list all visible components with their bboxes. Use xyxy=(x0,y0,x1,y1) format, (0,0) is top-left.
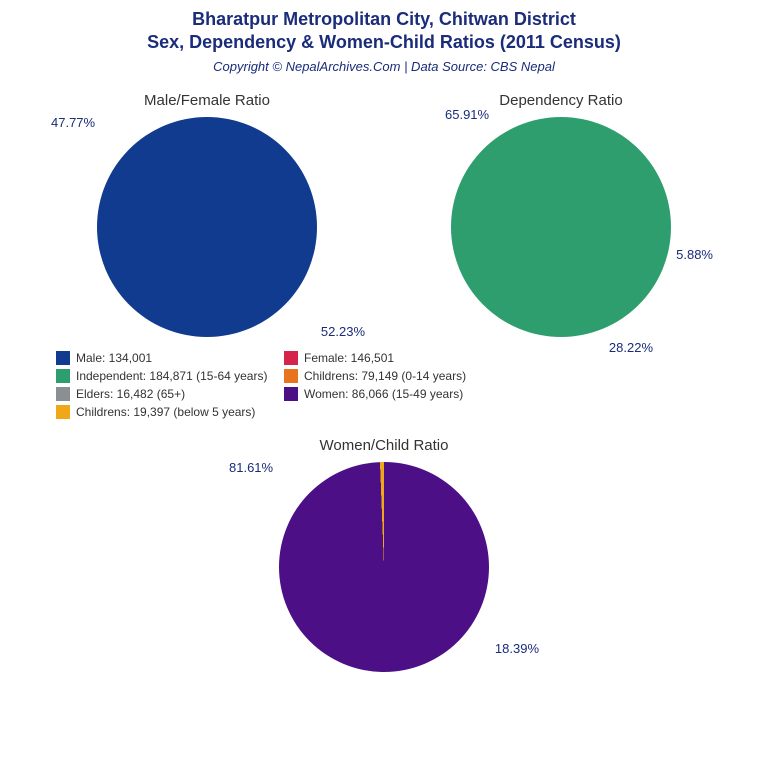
legend-item-5: Women: 86,066 (15-49 years) xyxy=(284,387,506,401)
chart3-label-children: 18.39% xyxy=(495,641,539,656)
legend-text: Childrens: 79,149 (0-14 years) xyxy=(304,369,466,383)
chart1-label-male: 47.77% xyxy=(51,115,95,130)
legend-item-4: Elders: 16,482 (65+) xyxy=(56,387,278,401)
chart3-pie-wrap: 81.61% 18.39% xyxy=(279,462,489,672)
chart2-label-independent: 65.91% xyxy=(445,107,489,122)
legend-swatch xyxy=(56,387,70,401)
legend-swatch xyxy=(284,369,298,383)
chart3-label-women: 81.61% xyxy=(229,460,273,475)
title-line-2: Sex, Dependency & Women-Child Ratios (20… xyxy=(0,31,768,54)
legend-text: Male: 134,001 xyxy=(76,351,152,365)
legend-text: Women: 86,066 (15-49 years) xyxy=(304,387,463,401)
chart3-pie xyxy=(279,462,489,672)
chart1-pie xyxy=(97,117,317,337)
legend-item-6: Childrens: 19,397 (below 5 years) xyxy=(56,405,278,419)
chart1-title: Male/Female Ratio xyxy=(144,92,270,109)
top-charts-row: Male/Female Ratio 47.77% 52.23% Dependen… xyxy=(0,92,768,337)
legend-text: Childrens: 19,397 (below 5 years) xyxy=(76,405,255,419)
chart2-label-childrens: 28.22% xyxy=(609,340,653,355)
chart-male-female: Male/Female Ratio 47.77% 52.23% xyxy=(37,92,377,337)
chart3-title: Women/Child Ratio xyxy=(320,437,449,454)
legend-swatch xyxy=(284,351,298,365)
legend-swatch xyxy=(56,351,70,365)
legend-swatch xyxy=(56,369,70,383)
chart-women-child: Women/Child Ratio 81.61% 18.39% xyxy=(0,437,768,672)
legend-item-3: Childrens: 79,149 (0-14 years) xyxy=(284,369,506,383)
legend-text: Female: 146,501 xyxy=(304,351,394,365)
title-block: Bharatpur Metropolitan City, Chitwan Dis… xyxy=(0,0,768,74)
legend-swatch xyxy=(284,387,298,401)
chart2-pie xyxy=(451,117,671,337)
chart-dependency: Dependency Ratio 65.91% 5.88% 28.22% xyxy=(391,92,731,337)
legend-text: Independent: 184,871 (15-64 years) xyxy=(76,369,267,383)
legend-swatch xyxy=(56,405,70,419)
chart2-label-elders: 5.88% xyxy=(676,247,713,262)
title-line-1: Bharatpur Metropolitan City, Chitwan Dis… xyxy=(0,8,768,31)
legend-item-1: Female: 146,501 xyxy=(284,351,506,365)
legend-text: Elders: 16,482 (65+) xyxy=(76,387,185,401)
legend-item-0: Male: 134,001 xyxy=(56,351,278,365)
chart2-title: Dependency Ratio xyxy=(499,92,622,109)
subtitle: Copyright © NepalArchives.Com | Data Sou… xyxy=(0,59,768,74)
chart2-pie-wrap: 65.91% 5.88% 28.22% xyxy=(451,117,671,337)
legend-item-2: Independent: 184,871 (15-64 years) xyxy=(56,369,278,383)
chart1-label-female: 52.23% xyxy=(321,324,365,339)
chart1-pie-wrap: 47.77% 52.23% xyxy=(97,117,317,337)
